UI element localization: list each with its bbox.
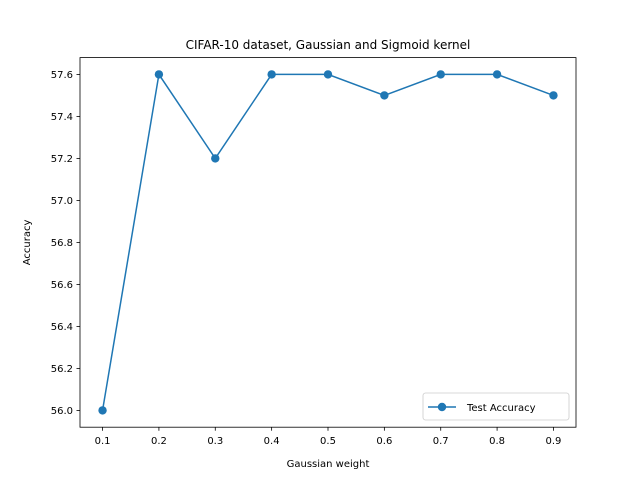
ticks-layer: 0.1 0.2 0.3 0.4 0.5 0.6 0.7 0.8 0.9 56.0 56.2 56.4 5…	[51, 70, 562, 447]
series-layer	[98, 70, 558, 415]
y-tick-label: 57.6	[51, 70, 73, 81]
data-point	[549, 91, 558, 100]
x-tick-label: 0.6	[376, 436, 392, 447]
x-tick-label: 0.7	[433, 436, 449, 447]
data-point	[436, 70, 445, 79]
data-point	[267, 70, 276, 79]
x-tick-label: 0.2	[151, 436, 167, 447]
legend-label: Test Accuracy	[466, 403, 536, 414]
y-tick-label: 56.0	[51, 406, 73, 417]
series-line	[101, 72, 554, 411]
y-tick-label: 56.6	[51, 280, 73, 291]
x-axis-label: Gaussian weight	[287, 459, 370, 470]
y-axis-label: Accuracy	[22, 219, 33, 265]
data-point	[492, 70, 502, 79]
y-tick-label: 56.4	[51, 322, 73, 333]
y-tick-label: 56.2	[51, 364, 73, 375]
data-point	[323, 70, 333, 79]
data-point	[380, 91, 389, 100]
y-tick-label: 57.0	[51, 196, 73, 207]
x-tick-label: 0.8	[489, 436, 505, 447]
legend-marker	[437, 402, 447, 412]
axes-frame	[79, 57, 577, 428]
data-point	[154, 70, 164, 79]
x-tick-label: 0.5	[320, 436, 336, 447]
legend: Test Accuracy	[422, 392, 570, 421]
data-point	[98, 406, 107, 415]
legend-box	[422, 392, 570, 421]
x-tick-label: 0.4	[264, 436, 280, 447]
y-tick-label: 57.2	[51, 154, 73, 165]
x-tick-label: 0.3	[207, 436, 223, 447]
x-tick-label: 0.9	[546, 436, 562, 447]
data-point	[211, 154, 220, 163]
chart-title: CIFAR-10 dataset, Gaussian and Sigmoid k…	[186, 38, 471, 52]
y-tick-label: 57.4	[51, 112, 73, 123]
x-tick-label: 0.1	[95, 436, 111, 447]
y-tick-label: 56.8	[51, 238, 73, 249]
